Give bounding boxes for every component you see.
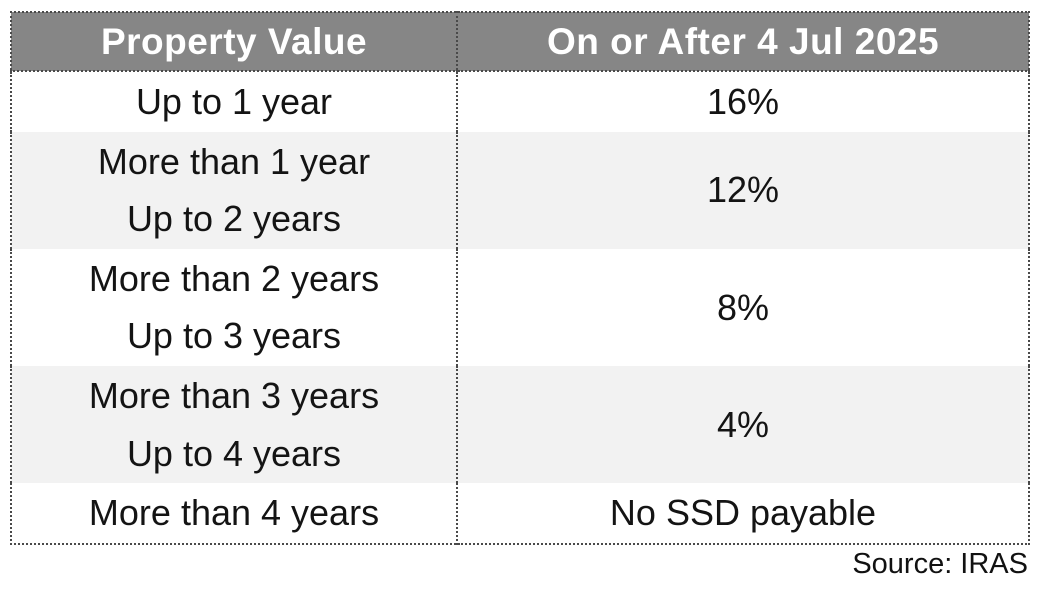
holding-period-cell: More than 1 year Up to 2 years xyxy=(97,140,371,240)
column-header-on-or-after-date: On or After 4 Jul 2025 xyxy=(456,12,1029,72)
rate-cell: 16% xyxy=(456,71,1029,132)
rate-cell: 4% xyxy=(456,365,1029,484)
holding-period-cell: More than 4 years xyxy=(88,492,380,534)
rate-cell: 12% xyxy=(456,131,1029,249)
column-header-property-value: Property Value xyxy=(11,12,457,72)
table-row: Up to 1 year 16% xyxy=(11,71,1029,132)
table-row: More than 3 years Up to 4 years 4% xyxy=(11,365,1029,484)
table-row: More than 4 years No SSD payable xyxy=(11,483,1029,544)
holding-period-cell: Up to 1 year xyxy=(135,81,333,122)
table-row: More than 2 years Up to 3 years 8% xyxy=(11,248,1029,366)
holding-period-cell: More than 3 years Up to 4 years xyxy=(88,374,380,474)
holding-period-cell: More than 2 years Up to 3 years xyxy=(88,257,380,357)
source-attribution: Source: IRAS xyxy=(852,548,1028,580)
table-row: More than 1 year Up to 2 years 12% xyxy=(11,131,1029,249)
ssd-rates-table: Property Value On or After 4 Jul 2025 Up… xyxy=(10,11,1030,545)
rate-cell: 8% xyxy=(456,248,1029,366)
table-header-row: Property Value On or After 4 Jul 2025 xyxy=(11,12,1029,72)
rate-cell: No SSD payable xyxy=(456,483,1029,544)
